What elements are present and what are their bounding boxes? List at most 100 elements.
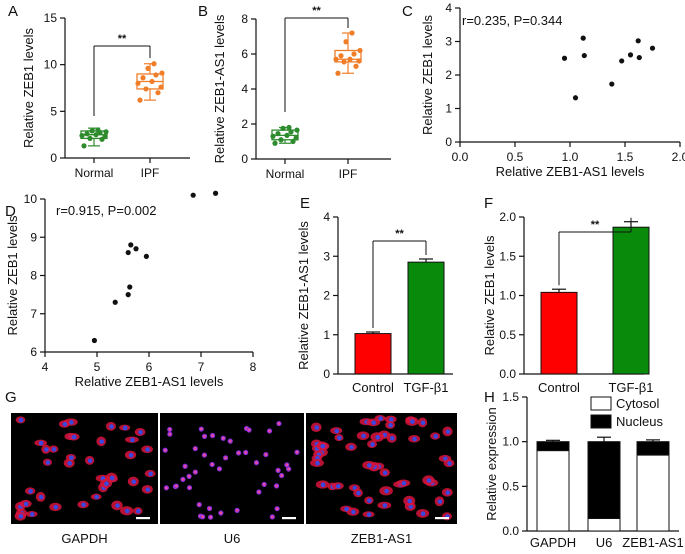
cell-nucleus-signal — [210, 463, 214, 466]
data-point — [135, 80, 141, 86]
panel-letter-d: D — [5, 203, 16, 220]
cell-nucleus — [335, 483, 341, 489]
data-point — [158, 84, 164, 90]
panel-a-y-tick-label: 15 — [44, 11, 58, 25]
data-point — [619, 58, 625, 64]
data-point — [84, 131, 90, 137]
x-tick-label: 1.0 — [562, 150, 579, 164]
panel-letter-c: C — [402, 3, 413, 20]
panel-f-y-tick-label: 2.0 — [499, 210, 516, 224]
data-point — [290, 138, 296, 145]
cell-nucleus — [445, 490, 451, 495]
cell-nucleus — [38, 494, 44, 500]
x-tick-label: TGF-β1 — [403, 380, 448, 395]
correlation-annotation: r=0.235, P=0.344 — [462, 13, 562, 28]
cell-nucleus-signal — [285, 463, 289, 467]
legend-label-nucleus: Nucleus — [616, 414, 663, 429]
data-point — [125, 249, 131, 256]
panel-d-y-tick-label: 8 — [30, 269, 37, 283]
cell-nucleus-signal — [277, 422, 281, 425]
cell-nucleus — [145, 487, 151, 492]
x-tick-label: U6 — [596, 535, 613, 550]
cell-nucleus — [337, 435, 342, 441]
panel-letter-b: B — [198, 3, 208, 20]
significance-label: ** — [118, 33, 127, 45]
cell-nucleus-signal — [219, 511, 223, 515]
cell-nucleus-signal — [168, 432, 172, 436]
cell-nucleus — [44, 447, 49, 452]
cell-nucleus-signal — [275, 484, 278, 488]
cell-nucleus — [131, 479, 137, 485]
data-point — [137, 97, 143, 103]
panel-h-y-tick-label: 1.5 — [502, 390, 519, 404]
cell-nucleus-signal — [262, 483, 266, 486]
cell-nucleus — [148, 471, 153, 477]
cell-nucleus-signal — [270, 515, 274, 519]
cell-nucleus-signal — [218, 467, 221, 471]
panel-letter-g: G — [5, 389, 17, 406]
data-point — [145, 65, 151, 71]
data-point — [87, 135, 93, 141]
stacked-bar-nucleus — [536, 441, 570, 452]
data-point — [272, 140, 278, 146]
cell-nucleus — [420, 420, 426, 426]
panel-letter-f: F — [484, 195, 493, 212]
legend-swatch-nucleus — [590, 414, 612, 429]
data-point — [103, 129, 109, 135]
data-point — [351, 51, 357, 57]
cell-nucleus — [388, 417, 394, 422]
cell-nucleus-signal — [268, 429, 271, 433]
cell-nucleus — [128, 452, 134, 458]
x-tick-label: 6 — [146, 360, 153, 374]
y-axis-label: Relative ZEB1 levels — [482, 235, 497, 355]
data-point — [190, 192, 196, 198]
data-point — [288, 129, 294, 135]
x-tick-label: 1.5 — [617, 150, 634, 164]
cell-nucleus — [433, 434, 438, 439]
cell-nucleus — [407, 498, 412, 504]
panel-g: GAPDH U6 ZEB1-AS1 — [11, 413, 457, 546]
bar — [407, 261, 445, 375]
panel-b-y-tick-label: 6 — [241, 47, 248, 61]
cell-nucleus — [361, 433, 366, 439]
x-tick-label: 0.0 — [452, 150, 469, 164]
micrograph-u6: U6 — [160, 413, 304, 546]
x-tick-label: IPF — [141, 166, 160, 180]
cell-nucleus-signal — [224, 456, 227, 460]
cell-nucleus-signal — [255, 461, 258, 465]
panel-e-y-tick-label: 3 — [323, 249, 330, 263]
cell-nucleus — [410, 419, 415, 424]
panel-c-y-tick-label: 3 — [445, 35, 452, 49]
panel-e-y-tick-label: 0 — [323, 367, 330, 381]
panel-d-y-tick-label: 7 — [30, 307, 37, 321]
data-point — [609, 81, 615, 87]
panel-f-y-tick-label: 1.0 — [499, 289, 516, 303]
cell-nucleus — [349, 444, 354, 450]
data-point — [133, 246, 139, 252]
panel-a: 0 5 10 15 Relative ZEB1 levels Normal IPF ** — [21, 11, 190, 180]
cell-nucleus-signal — [280, 474, 284, 477]
micrograph-label: GAPDH — [61, 531, 107, 546]
cell-nucleus-signal — [244, 451, 248, 454]
cell-nucleus — [320, 482, 326, 488]
cell-nucleus — [94, 494, 99, 500]
cell-nucleus — [145, 447, 150, 452]
data-point — [151, 61, 157, 67]
cell-nucleus-signal — [247, 428, 251, 432]
data-point — [112, 299, 118, 305]
panel-h-y-tick-label: 0.5 — [502, 479, 519, 493]
cell-nucleus — [426, 478, 432, 483]
cell-nucleus-signal — [228, 439, 232, 443]
data-point — [127, 284, 133, 290]
cell-nucleus-signal — [211, 434, 214, 437]
x-tick-label: 0.5 — [507, 150, 524, 164]
cell-nucleus — [130, 437, 135, 443]
scale-bar — [282, 517, 296, 520]
data-point — [284, 132, 290, 138]
cell-nucleus-signal — [201, 515, 204, 519]
cell-nucleus-signal — [221, 436, 225, 440]
cell-nucleus-signal — [199, 427, 203, 431]
cell-nucleus — [401, 480, 407, 486]
